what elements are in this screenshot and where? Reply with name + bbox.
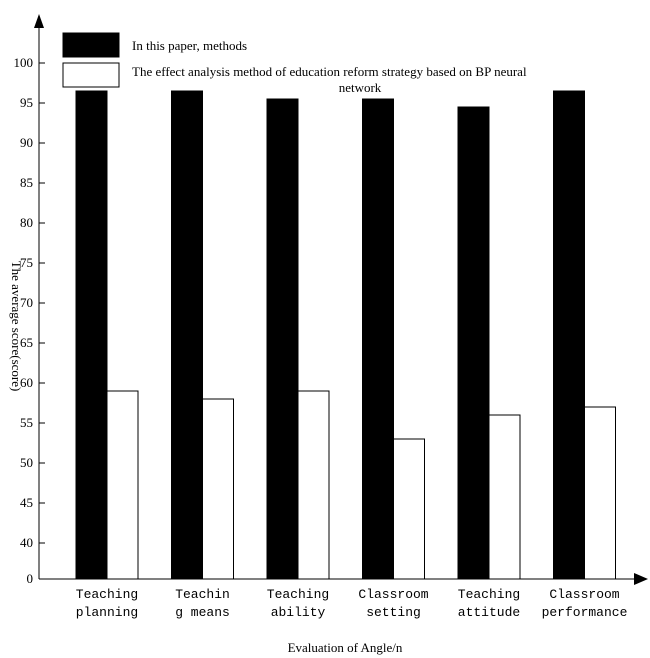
bar-this-paper	[553, 90, 585, 580]
x-tick-label: Teachin	[175, 587, 230, 602]
bar-this-paper	[457, 106, 490, 580]
x-tick-label: Teaching	[76, 587, 138, 602]
legend-label-this-paper: In this paper, methods	[132, 38, 247, 53]
x-tick-label: performance	[542, 605, 628, 620]
x-tick-label: Classroom	[549, 587, 619, 602]
bar-this-paper	[362, 98, 394, 580]
y-tick-label: 80	[20, 215, 33, 230]
legend-label-bp-neural: The effect analysis method of education …	[132, 64, 527, 79]
bar-bp-neural	[202, 398, 234, 580]
y-tick-label: 50	[20, 455, 33, 470]
bar-bp-neural	[393, 438, 425, 580]
bars	[75, 90, 616, 580]
y-tick-label: 75	[20, 255, 33, 270]
legend: In this paper, methods The effect analysi…	[62, 32, 527, 95]
y-tick-label: 100	[14, 55, 34, 70]
y-tick-label: 40	[20, 535, 33, 550]
bar-bp-neural	[584, 406, 616, 580]
x-axis-label: Evaluation of Angle/n	[288, 640, 403, 655]
x-tick-label: g means	[175, 605, 230, 620]
y-tick-label: 55	[20, 415, 33, 430]
y-axis-arrow-icon	[34, 14, 44, 28]
y-axis-label: The average score(score)	[9, 261, 24, 392]
y-tick-label: 0	[27, 571, 34, 586]
bar-this-paper	[171, 90, 203, 580]
legend-label-bp-neural-line2: network	[339, 80, 382, 95]
x-tick-label: attitude	[458, 605, 520, 620]
bar-this-paper	[266, 98, 299, 580]
y-ticks: 0 40 45 50 55 60 65 70 75 80 85 90 95 100	[14, 55, 45, 586]
legend-swatch-this-paper	[62, 32, 120, 58]
bar-bp-neural	[488, 414, 521, 580]
y-tick-label: 45	[20, 495, 33, 510]
x-axis-arrow-icon	[634, 573, 648, 585]
bar-this-paper	[75, 90, 108, 580]
x-tick-label: Teaching	[458, 587, 520, 602]
y-tick-label: 85	[20, 175, 33, 190]
y-tick-label: 60	[20, 375, 33, 390]
y-tick-label: 65	[20, 335, 33, 350]
x-tick-label: ability	[271, 605, 326, 620]
x-tick-label: Teaching	[267, 587, 329, 602]
x-tick-label: planning	[76, 605, 138, 620]
y-tick-label: 70	[20, 295, 33, 310]
bar-bp-neural	[106, 390, 139, 580]
x-tick-labels: Teaching planning Teachin g means Teaching ab…	[76, 587, 628, 620]
x-tick-label: setting	[366, 605, 421, 620]
legend-swatch-bp-neural	[62, 62, 120, 88]
y-tick-label: 90	[20, 135, 33, 150]
bar-bp-neural	[297, 390, 330, 580]
x-tick-label: Classroom	[358, 587, 428, 602]
y-tick-label: 95	[20, 95, 33, 110]
